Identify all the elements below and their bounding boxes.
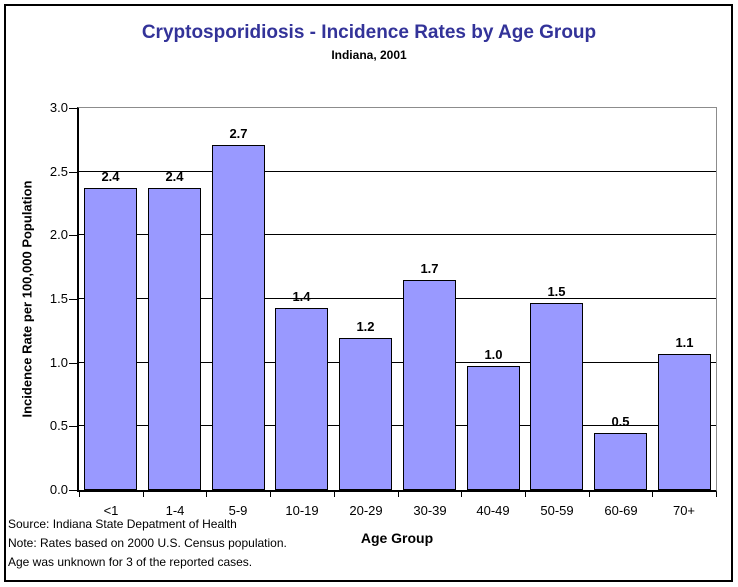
gridline-2.5: [79, 171, 716, 172]
x-tick-label-<1: <1: [103, 503, 119, 518]
y-tick-label: 1.0: [49, 355, 68, 370]
y-tick-mark: [69, 426, 77, 427]
gridline-0.5: [79, 425, 716, 426]
y-tick-mark: [69, 299, 77, 300]
bar-10-19: [275, 308, 328, 490]
y-tick-label: 1.5: [49, 291, 68, 306]
x-tick-mark: [143, 492, 144, 497]
x-tick-label-40-49: 40-49: [476, 503, 510, 518]
plot-area: 2.4 2.4 2.7 1.4 1.2 1.7 1.0 1.5 0.5 1.1: [77, 107, 717, 492]
gridline-2.0: [79, 234, 716, 235]
bar-value-label: 2.4: [101, 169, 120, 184]
bar-value-label: 1.1: [675, 335, 694, 350]
y-tick-label: 3.0: [49, 100, 68, 115]
chart-title: Cryptosporidiosis - Incidence Rates by A…: [141, 22, 597, 43]
x-tick-label-1-4: 1-4: [165, 503, 185, 518]
y-tick-label: 0.0: [49, 482, 68, 497]
bar-<1: [84, 188, 137, 490]
bar-5-9: [212, 145, 265, 490]
y-tick-label: 0.5: [49, 418, 68, 433]
x-tick-mark: [525, 492, 526, 497]
y-tick-mark: [69, 172, 77, 173]
bar-30-39: [403, 280, 456, 490]
x-tick-mark: [206, 492, 207, 497]
bar-value-label: 2.4: [165, 169, 184, 184]
note-source: Source: Indiana State Depatment of Healt…: [8, 517, 237, 531]
x-tick-mark: [270, 492, 271, 497]
bar-value-label: 1.5: [547, 284, 566, 299]
y-tick-mark: [69, 490, 77, 491]
x-tick-mark: [589, 492, 590, 497]
bar-value-label: 1.2: [356, 319, 375, 334]
bar-50-59: [530, 303, 583, 490]
y-tick-mark: [69, 235, 77, 236]
x-tick-label-20-29: 20-29: [349, 503, 383, 518]
x-tick-mark: [398, 492, 399, 497]
x-tick-label-50-59: 50-59: [540, 503, 574, 518]
bar-value-label: 1.0: [484, 347, 503, 362]
x-tick-mark: [716, 492, 717, 497]
note-age-unknown: Age was unknown for 3 of the reported ca…: [8, 555, 253, 569]
x-tick-label-10-19: 10-19: [285, 503, 319, 518]
x-tick-mark: [79, 492, 80, 497]
gridline-1.5: [79, 298, 716, 299]
note-census: Note: Rates based on 2000 U.S. Census po…: [8, 536, 287, 550]
y-tick-mark: [69, 108, 77, 109]
x-tick-label-5-9: 5-9: [228, 503, 248, 518]
x-tick-mark: [334, 492, 335, 497]
bar-value-label: 2.7: [229, 126, 248, 141]
bar-value-label: 1.7: [420, 261, 439, 276]
bar-70+: [658, 354, 711, 490]
bar-40-49: [467, 366, 520, 490]
x-tick-mark: [461, 492, 462, 497]
bar-1-4: [148, 188, 201, 490]
y-tick-mark: [69, 363, 77, 364]
x-axis-title: Age Group: [360, 530, 434, 546]
chart-subtitle: Indiana, 2001: [331, 48, 407, 62]
gridline-1.0: [79, 362, 716, 363]
x-tick-mark: [652, 492, 653, 497]
x-tick-label-30-39: 30-39: [413, 503, 447, 518]
x-tick-label-70+: 70+: [672, 503, 696, 518]
bar-20-29: [339, 338, 392, 490]
bar-value-label: 0.5: [611, 414, 630, 429]
x-tick-label-60-69: 60-69: [604, 503, 638, 518]
y-tick-label: 2.5: [49, 164, 68, 179]
y-tick-label: 2.0: [49, 227, 68, 242]
bar-value-label: 1.4: [292, 289, 311, 304]
bar-60-69: [594, 433, 647, 490]
